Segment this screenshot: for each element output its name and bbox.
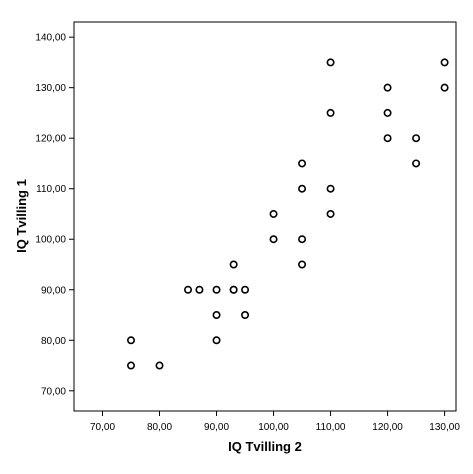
x-tick-label: 130,00 <box>429 422 460 433</box>
x-tick-label: 100,00 <box>258 422 289 433</box>
data-point <box>212 311 221 320</box>
data-point <box>127 336 136 345</box>
x-tick-label: 110,00 <box>316 422 346 433</box>
y-tick-label: 70,00 <box>41 386 66 397</box>
x-axis-title: IQ Tvilling 2 <box>228 439 302 454</box>
plot-frame <box>73 21 457 412</box>
data-point <box>383 108 392 117</box>
data-point <box>269 209 278 218</box>
y-tick-label: 110,00 <box>36 184 66 195</box>
y-tick-label: 100,00 <box>35 235 66 246</box>
data-point <box>298 184 307 193</box>
data-point <box>241 285 250 294</box>
data-point <box>212 336 221 345</box>
data-point <box>298 159 307 168</box>
y-tick-label: 120,00 <box>35 134 66 145</box>
y-tick-label: 90,00 <box>41 285 66 296</box>
x-axis-ticks: 70,00 80,00 90,00 100,00 110,00 120,00 130,00 <box>90 411 460 433</box>
x-tick-label: 120,00 <box>372 422 403 433</box>
x-tick-label: 80,00 <box>147 422 172 433</box>
y-tick-label: 80,00 <box>41 336 66 347</box>
data-point <box>184 285 193 294</box>
data-point <box>195 285 204 294</box>
data-points <box>127 58 449 370</box>
data-point <box>241 311 250 320</box>
x-tick-label: 70,00 <box>90 422 115 433</box>
data-point <box>298 235 307 244</box>
y-axis-ticks: 70,00 80,00 90,00 100,00 110,00 120,00 130,00 1… <box>35 33 74 397</box>
data-point <box>326 108 335 117</box>
data-point <box>440 58 449 67</box>
data-point <box>326 58 335 67</box>
data-point <box>383 83 392 92</box>
y-tick-label: 130,00 <box>35 83 66 94</box>
data-point <box>326 184 335 193</box>
data-point <box>440 83 449 92</box>
data-point <box>383 134 392 143</box>
data-point <box>298 260 307 269</box>
data-point <box>412 134 421 143</box>
data-point <box>229 285 238 294</box>
data-point <box>229 260 238 269</box>
data-point <box>155 361 164 370</box>
y-tick-label: 140,00 <box>35 33 66 44</box>
data-point <box>269 235 278 244</box>
x-tick-label: 90,00 <box>204 422 229 433</box>
y-axis-title: IQ Tvilling 1 <box>14 179 29 253</box>
data-point <box>326 209 335 218</box>
data-point <box>412 159 421 168</box>
data-point <box>127 361 136 370</box>
data-point <box>212 285 221 294</box>
